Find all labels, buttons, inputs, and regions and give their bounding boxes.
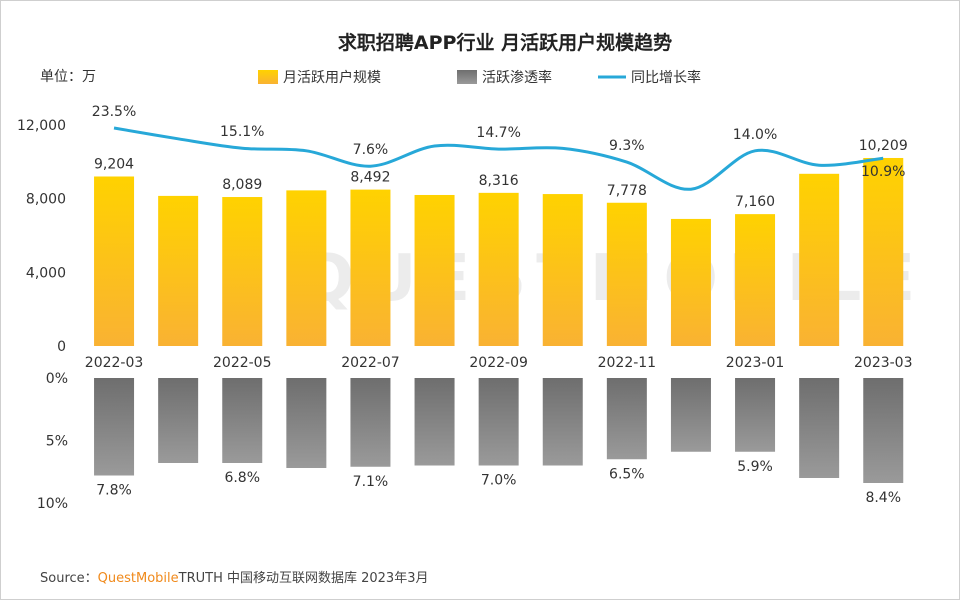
x-tick-label: 2022-05	[213, 355, 272, 371]
lower-y-axis: 0% 5% 10%	[37, 371, 68, 512]
mau-bar	[863, 157, 904, 346]
yoy-value-label: 9.3%	[609, 138, 645, 154]
x-tick-label: 2022-11	[598, 355, 657, 371]
x-tick-label: 2023-01	[726, 355, 785, 371]
legend-swatch-penetration	[457, 70, 477, 84]
legend-label-mau: 月活跃用户规模	[283, 69, 381, 86]
mau-value-label: 7,778	[607, 183, 647, 199]
mau-value-label: 7,160	[735, 194, 775, 210]
penetration-value-label: 7.8%	[96, 483, 132, 499]
yoy-line	[113, 126, 884, 191]
y-tick-label: 8,000	[26, 192, 66, 208]
mau-value-labels: 9,204 8,089 8,492 8,316 7,778 7,160 10,209	[94, 138, 908, 210]
penetration-y-tick-label: 10%	[37, 496, 68, 512]
penetration-value-label: 8.4%	[865, 490, 901, 506]
mau-bar	[350, 189, 391, 346]
y-tick-label: 4,000	[26, 265, 66, 281]
penetration-bar	[863, 378, 904, 483]
penetration-bar	[414, 378, 455, 466]
penetration-value-label: 7.0%	[481, 473, 517, 489]
penetration-value-label: 5.9%	[737, 459, 773, 475]
legend-label-yoy: 同比增长率	[631, 69, 701, 86]
mau-value-label: 9,204	[94, 156, 134, 172]
unit-label: 单位：万	[40, 69, 96, 85]
penetration-bar	[286, 378, 327, 468]
x-tick-label: 2022-03	[85, 355, 144, 371]
mau-value-label: 10,209	[859, 138, 908, 154]
mau-bars	[94, 157, 904, 346]
yoy-value-label: 10.9%	[861, 164, 905, 180]
source-brand: QuestMobile	[97, 571, 179, 586]
x-tick-label: 2022-09	[469, 355, 528, 371]
penetration-y-tick-label: 0%	[46, 371, 68, 387]
chart-title: 求职招聘APP行业 月活跃用户规模趋势	[338, 31, 672, 54]
yoy-value-label: 14.7%	[476, 125, 520, 141]
yoy-value-label: 14.0%	[733, 127, 777, 143]
penetration-value-label: 7.1%	[353, 474, 389, 490]
mau-bar	[735, 214, 776, 346]
x-tick-label: 2022-07	[341, 355, 400, 371]
x-tick-label: 2023-03	[854, 355, 913, 371]
mau-bar	[286, 190, 327, 346]
mau-bar	[222, 197, 263, 346]
penetration-bar	[799, 378, 840, 478]
penetration-value-label: 6.5%	[609, 466, 645, 482]
yoy-value-label: 23.5%	[92, 104, 136, 120]
mau-bar	[542, 194, 583, 346]
source-note: Source：QuestMobileTRUTH 中国移动互联网数据库 2023年…	[40, 567, 428, 586]
penetration-bar	[478, 378, 519, 466]
penetration-bars	[94, 378, 904, 483]
mau-value-label: 8,089	[222, 177, 262, 193]
upper-y-axis: 0 4,000 8,000 12,000	[17, 118, 66, 355]
penetration-bar	[735, 378, 776, 452]
legend-label-penetration: 活跃渗透率	[482, 69, 552, 86]
yoy-value-label: 15.1%	[220, 124, 264, 140]
yoy-value-label: 7.6%	[353, 142, 389, 158]
penetration-bar	[94, 378, 135, 476]
yoy-value-labels: 23.5% 15.1% 7.6% 14.7% 9.3% 14.0% 10.9%	[92, 104, 906, 180]
penetration-value-labels: 7.8% 6.8% 7.1% 7.0% 6.5% 5.9% 8.4%	[96, 459, 901, 506]
penetration-bar	[158, 378, 199, 463]
mau-bar	[606, 202, 647, 346]
legend-swatch-mau	[258, 70, 278, 84]
penetration-bar	[222, 378, 263, 463]
y-tick-label: 0	[57, 339, 66, 355]
mau-value-label: 8,492	[350, 170, 390, 186]
mau-bar	[799, 173, 840, 346]
mau-bar	[478, 192, 519, 346]
y-tick-label: 12,000	[17, 118, 66, 134]
mau-bar	[94, 176, 135, 346]
penetration-bar	[542, 378, 583, 466]
penetration-y-tick-label: 5%	[46, 434, 68, 450]
legend: 月活跃用户规模 活跃渗透率 同比增长率	[258, 69, 701, 86]
mau-bar	[414, 194, 455, 346]
x-axis-ticks: 2022-03 2022-05 2022-07 2022-09 2022-11 2023-…	[85, 355, 913, 371]
mau-bar	[670, 218, 711, 346]
mau-value-label: 8,316	[479, 173, 519, 189]
penetration-bar	[670, 378, 711, 452]
penetration-value-label: 6.8%	[224, 470, 260, 486]
source-suffix: TRUTH 中国移动互联网数据库 2023年3月	[178, 571, 429, 586]
source-prefix: Source：	[40, 571, 98, 586]
mau-bar	[158, 195, 199, 346]
penetration-bar	[606, 378, 647, 460]
penetration-bar	[350, 378, 391, 467]
